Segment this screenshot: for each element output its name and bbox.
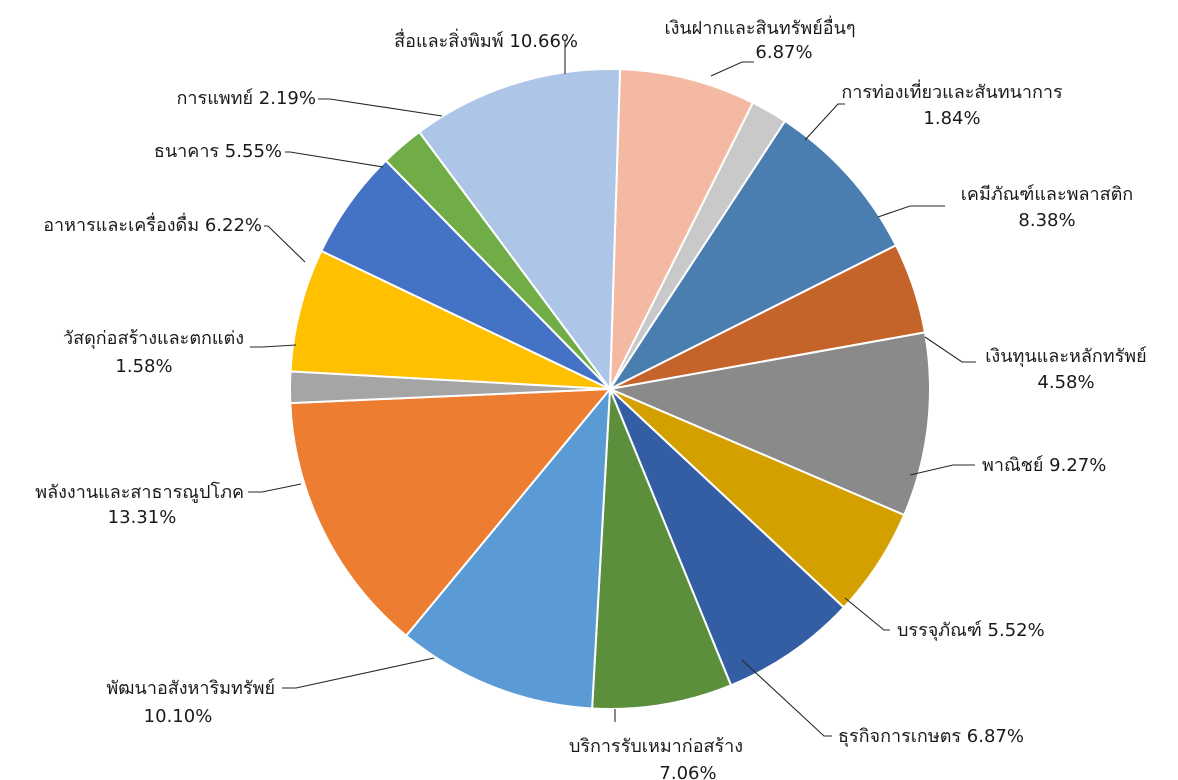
- leader-line: [877, 205, 945, 218]
- slice-label: วัสดุก่อสร้างและตกแต่ง: [63, 328, 244, 349]
- leader-line: [924, 336, 976, 363]
- slice-label: การท่องเที่ยวและสันทนาการ: [841, 79, 1063, 103]
- slice-value-label: 10.10%: [144, 706, 213, 727]
- pie-slice: [404, 386, 612, 710]
- leader-line: [710, 61, 754, 77]
- leader-line: [285, 151, 384, 168]
- slice-label: สื่อและสิ่งพิมพ์ 10.66%: [394, 28, 578, 52]
- pie-slice: [289, 249, 611, 390]
- slice-label: การแพทย์ 2.19%: [177, 88, 316, 109]
- leader-line: [250, 344, 297, 348]
- pie-slice: [289, 387, 613, 638]
- pie-slice: [607, 119, 898, 392]
- slice-label: บรรจุภัณฑ์ 5.52%: [897, 620, 1045, 641]
- slice-label: ธุรกิจการเกษตร 6.87%: [838, 726, 1024, 747]
- slice-value-label: 1.84%: [923, 108, 980, 129]
- leader-line: [741, 659, 832, 737]
- leader-line: [248, 483, 302, 493]
- slice-value-label: 6.87%: [755, 42, 812, 63]
- leader-line: [804, 103, 845, 141]
- slice-value-label: 7.06%: [659, 763, 716, 780]
- leader-line: [909, 464, 975, 476]
- slice-label: พาณิชย์ 9.27%: [982, 455, 1106, 476]
- pie-slice: [591, 388, 733, 710]
- slice-value-label: 8.38%: [1018, 210, 1075, 231]
- slice-value-label: 4.58%: [1037, 372, 1094, 393]
- slice-value-label: 13.31%: [108, 507, 177, 528]
- leader-line: [318, 98, 443, 117]
- pie-slice: [609, 68, 755, 390]
- slice-value-label: 1.58%: [115, 356, 172, 377]
- pie-slice: [417, 68, 622, 392]
- slice-label: พลังงานและสาธารณูปโภค: [35, 481, 244, 503]
- slice-label: เงินฝากและสินทรัพย์อื่นๆ: [664, 15, 855, 39]
- pie-slice: [606, 331, 931, 517]
- slice-label: อาหารและเครื่องดื่ม 6.22%: [43, 212, 262, 236]
- slice-label: เงินทุนและหลักทรัพย์: [985, 346, 1146, 367]
- slice-label: พัฒนาอสังหาริมทรัพย์: [106, 678, 275, 699]
- slice-label: เคมีภัณฑ์และพลาสติก: [961, 184, 1133, 205]
- slice-label: บริการรับเหมาก่อสร้าง: [569, 736, 743, 757]
- slice-label: ธนาคาร 5.55%: [154, 141, 282, 162]
- leader-line: [264, 225, 306, 263]
- leader-line: [282, 657, 435, 689]
- leader-line: [844, 597, 890, 631]
- pie-slice: [609, 388, 846, 687]
